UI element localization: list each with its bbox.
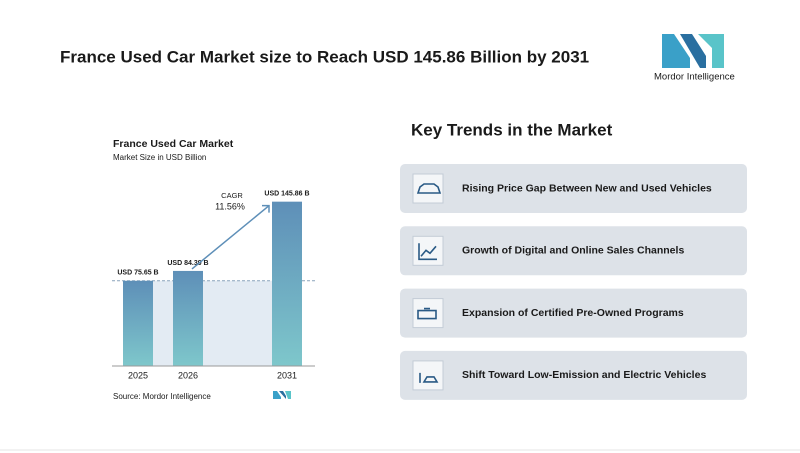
- cagr-arrowhead: [262, 204, 270, 213]
- bar: [272, 201, 302, 366]
- trends-title: Key Trends in the Market: [411, 120, 613, 139]
- trend-icon: [419, 372, 439, 383]
- cagr-label: CAGR: [221, 191, 243, 200]
- trend-icon-box: [412, 235, 444, 266]
- chart-title: France Used Car Market: [113, 138, 234, 150]
- plot: USD 75.65 B 2025 USD 84.39 B 2026 USD 145.86…: [112, 191, 315, 380]
- page-title: France Used Car Market size to Reach USD…: [60, 47, 589, 66]
- bar: [123, 280, 153, 366]
- value-label: USD 75.65 B: [117, 270, 158, 277]
- x-tick-label: 2025: [128, 370, 148, 380]
- trend-card: [400, 226, 747, 276]
- logo-text: Mordor Intelligence: [654, 72, 735, 83]
- trend-card: [400, 350, 747, 400]
- value-label: USD 84.39 B: [167, 260, 208, 267]
- value-label: USD 145.86 B: [264, 191, 309, 198]
- trend-text: Expansion of Certified Pre-Owned Program…: [462, 307, 684, 319]
- trend-text: Shift Toward Low-Emission and Electric V…: [462, 369, 706, 381]
- bar: [173, 270, 203, 366]
- cagr-value: 11.56%: [215, 201, 245, 211]
- small-logo: [273, 391, 291, 399]
- logo: Mordor Intelligence: [654, 34, 735, 83]
- chart-subtitle: Market Size in USD Billion: [113, 153, 206, 162]
- trend-card: [400, 288, 747, 338]
- trend-card: [400, 164, 747, 213]
- source: Source: Mordor Intelligence: [113, 392, 211, 401]
- trend-icon: [418, 243, 437, 261]
- trend-icon-box: [412, 360, 444, 391]
- x-tick-label: 2026: [178, 370, 198, 380]
- trend-icon: [416, 183, 442, 194]
- cagr-arrow: [191, 205, 270, 270]
- trend-text: Rising Price Gap Between New and Used Ve…: [462, 182, 712, 194]
- trend-text: Growth of Digital and Online Sales Chann…: [462, 245, 684, 257]
- trend-icon: [417, 307, 437, 320]
- trends: Rising Price Gap Between New and Used Ve…: [400, 164, 747, 400]
- x-tick-label: 2031: [277, 370, 297, 380]
